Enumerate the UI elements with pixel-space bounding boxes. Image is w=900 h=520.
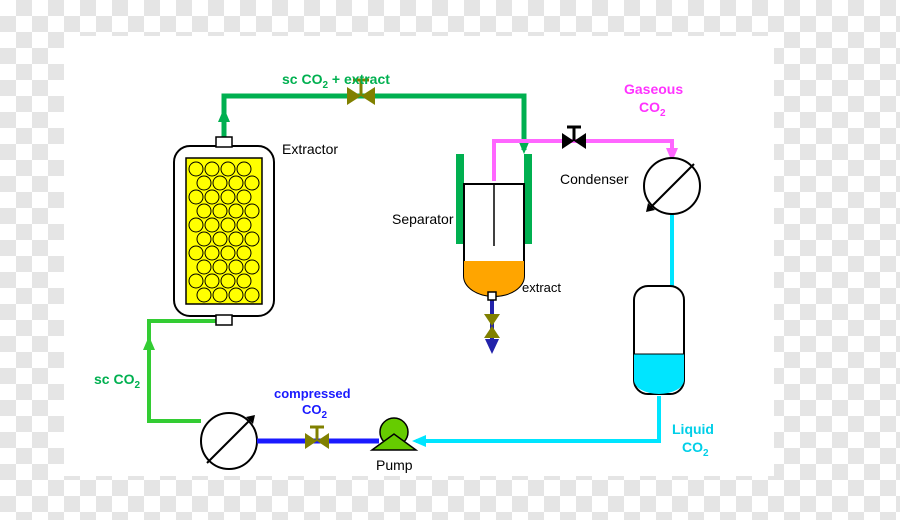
svg-text:CO2: CO2 — [302, 402, 328, 421]
svg-text:CO2: CO2 — [682, 439, 709, 459]
pipe-sc-co2-to-extractor — [149, 321, 224, 421]
label-liquid-co2: Liquid CO2 — [672, 421, 714, 459]
label-pump: Pump — [376, 457, 413, 473]
label-heater: Heater — [204, 473, 246, 476]
extractor-vessel — [174, 137, 274, 325]
svg-text:Liquid: Liquid — [672, 421, 714, 437]
pump-symbol — [372, 418, 416, 450]
label-sc-co2: sc CO2 — [94, 371, 140, 391]
heater-symbol — [201, 413, 257, 469]
label-condenser: Condenser — [560, 171, 629, 187]
svg-text:CO2: CO2 — [639, 99, 666, 119]
svg-text:Gaseous: Gaseous — [624, 81, 683, 97]
label-compressed-co2: compressed CO2 — [274, 386, 351, 421]
liquid-co2-tank — [634, 286, 684, 394]
arrow-sc-co2-up — [143, 336, 155, 350]
arrow-to-pump — [412, 435, 426, 447]
arrow-extractor-out — [218, 108, 230, 122]
valve-violet-line — [562, 127, 586, 149]
svg-text:compressed: compressed — [274, 386, 351, 401]
diagram-panel: Extractor Separator Condenser Heater Pum… — [64, 36, 774, 476]
valve-blue-line — [305, 427, 329, 449]
label-extractor: Extractor — [282, 141, 338, 157]
label-separator: Separator — [392, 211, 454, 227]
svg-text:sc CO2: sc CO2 — [94, 371, 140, 391]
arrow-extract-down — [485, 339, 499, 354]
valve-extract-drain — [484, 314, 500, 338]
checker-background: Extractor Separator Condenser Heater Pum… — [0, 0, 900, 520]
condenser-symbol — [644, 158, 700, 214]
label-extract: extract — [522, 280, 561, 295]
process-flow-diagram: Extractor Separator Condenser Heater Pum… — [64, 36, 774, 476]
pipe-tank-to-pump — [416, 396, 659, 441]
label-gaseous-co2: Gaseous CO2 — [624, 81, 683, 119]
